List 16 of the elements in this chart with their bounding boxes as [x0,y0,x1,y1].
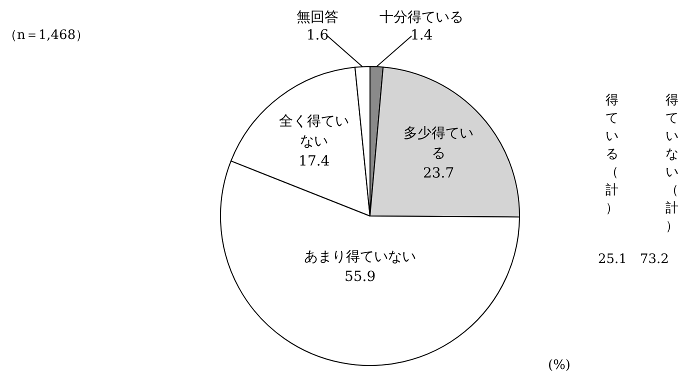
data-label: 1.6 [306,28,329,44]
text: 得ている（計） [604,92,620,218]
slice-label: 無回答 [296,10,338,26]
slice-label: 多少得ている [404,125,474,162]
text: 73.2 [640,252,669,268]
slice-label: 十分得ている [380,10,464,26]
text: （n＝1,468） [4,28,89,44]
data-label: 55.9 [344,269,376,286]
text: 得ていない（計） [664,92,680,236]
data-label: 17.4 [298,154,330,170]
slice-label: 全く得ていない [279,114,350,150]
slice-label: あまり得ていない [304,249,416,266]
text: (%) [548,358,570,374]
data-label: 23.7 [422,165,454,182]
data-label: 1.4 [410,28,433,44]
text: 25.1 [598,252,627,268]
